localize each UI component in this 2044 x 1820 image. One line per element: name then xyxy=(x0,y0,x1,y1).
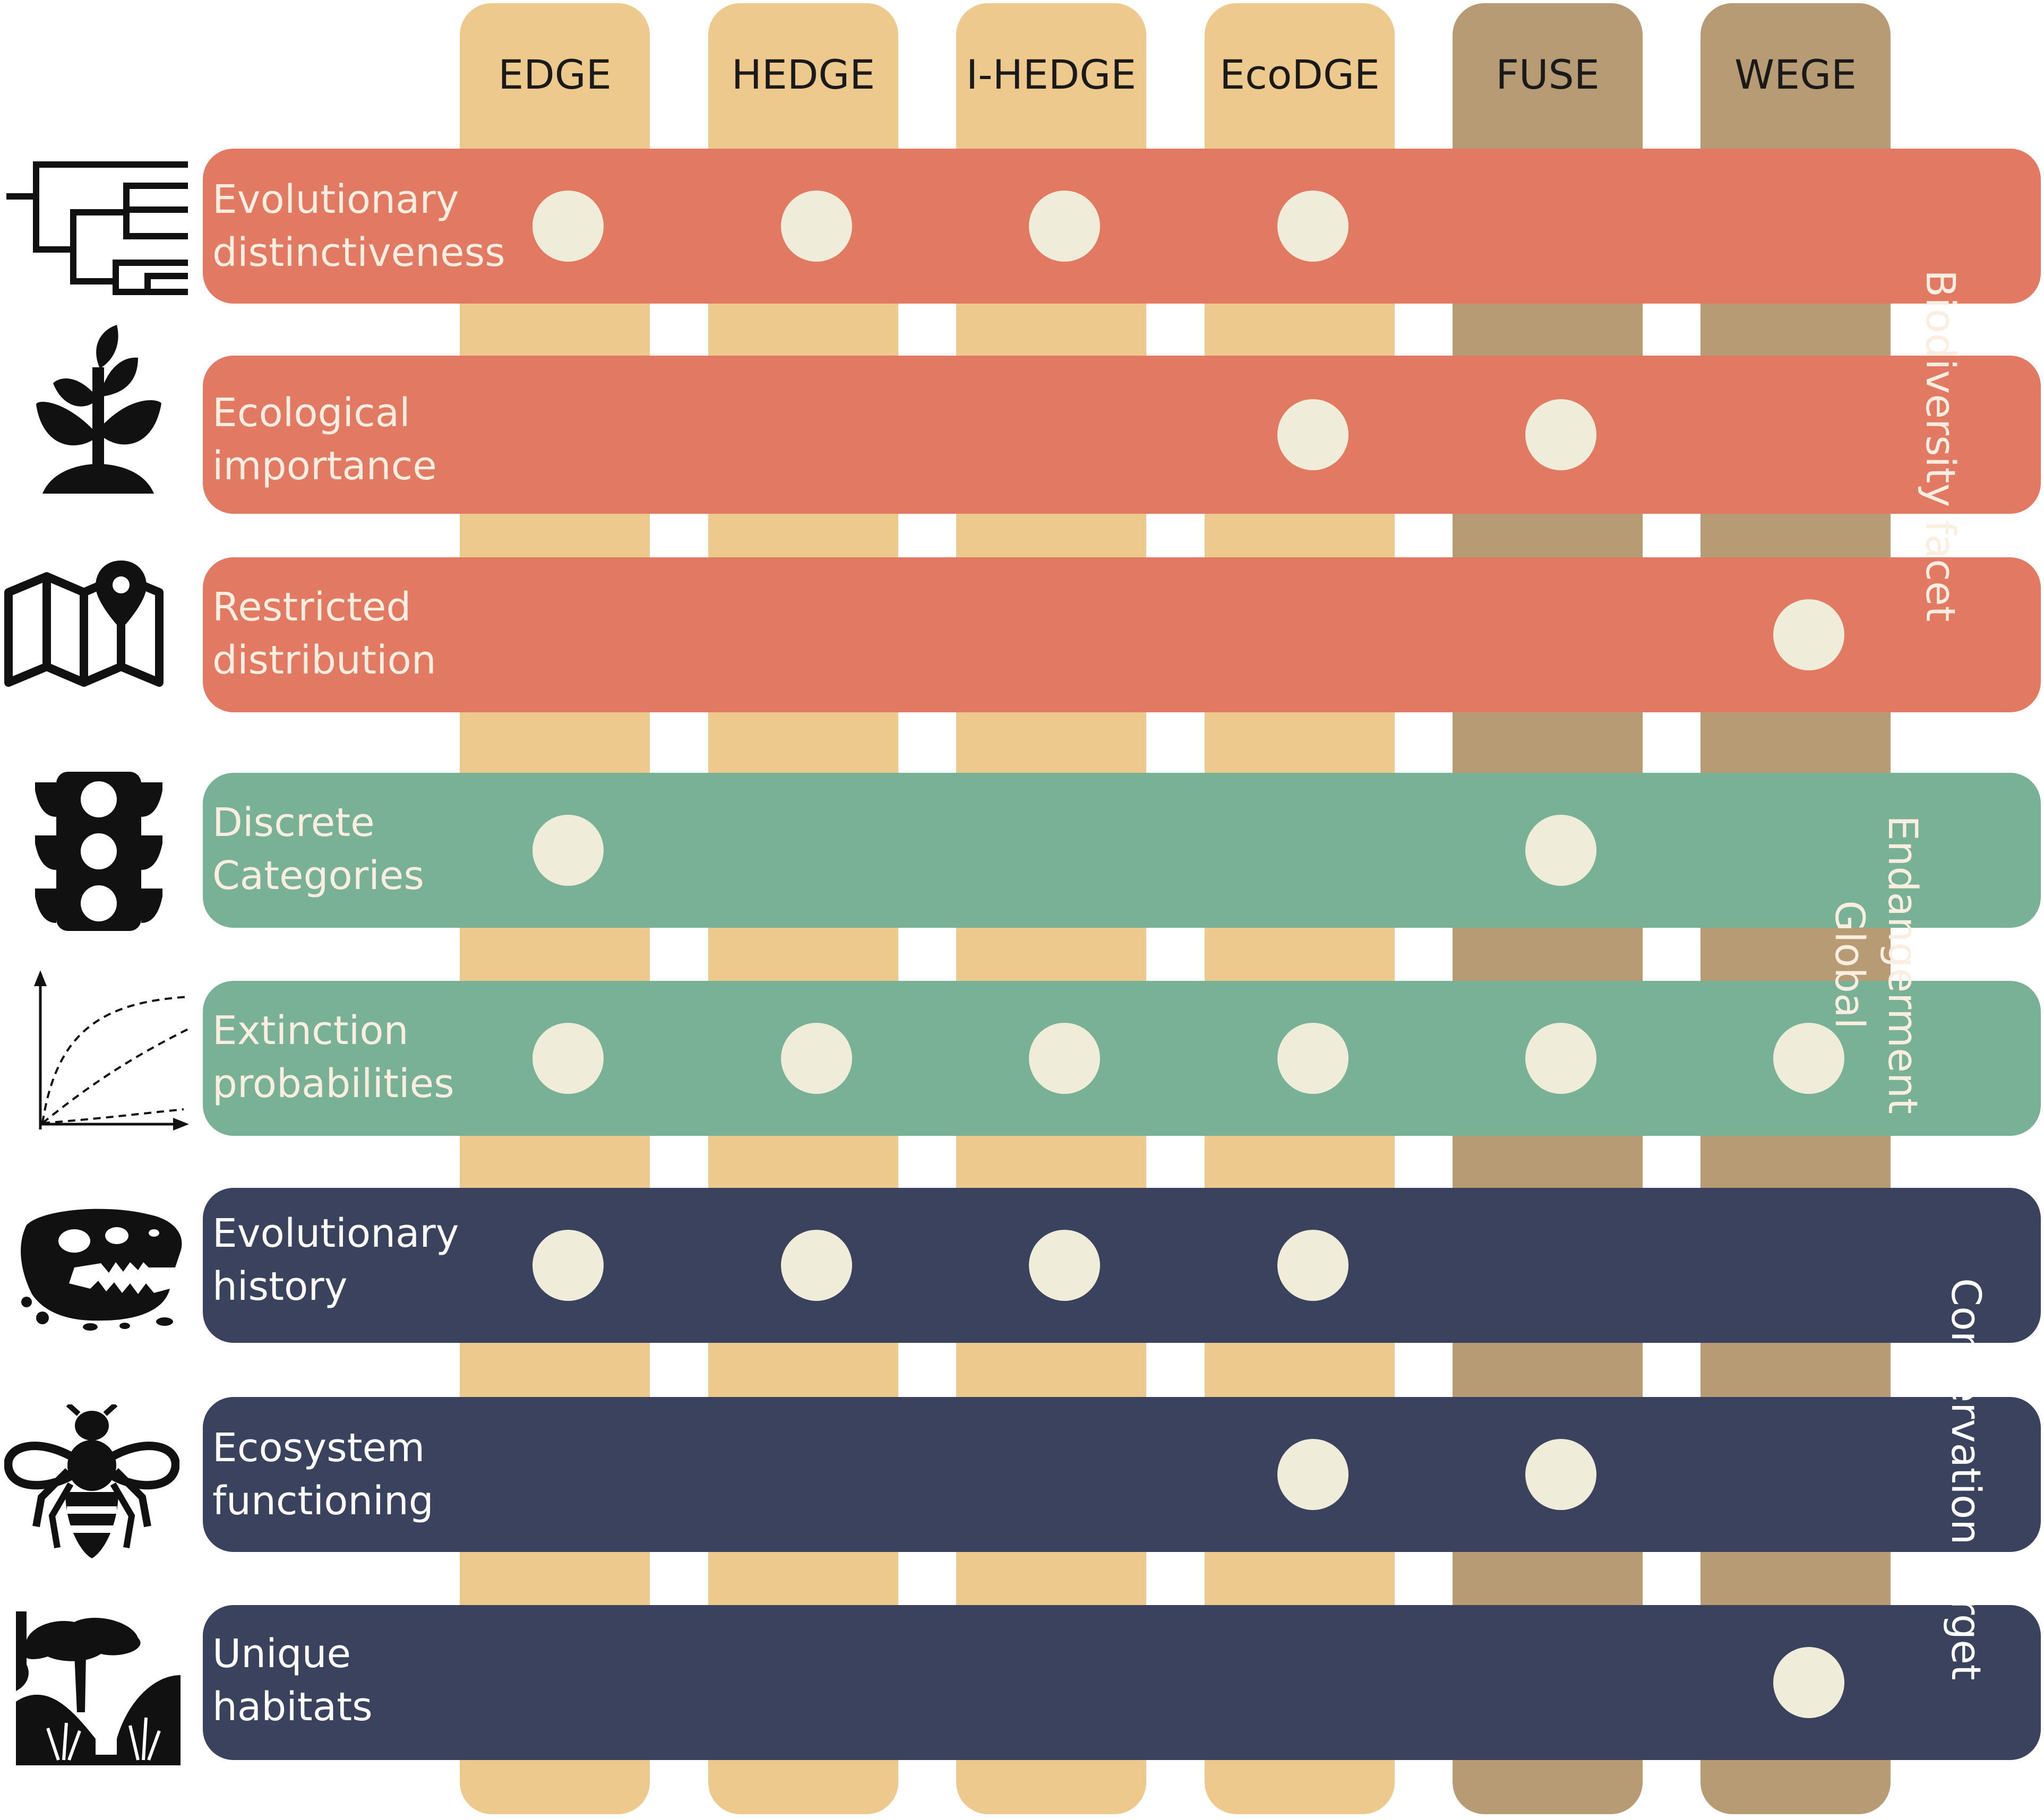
dot-ecological-ecodge xyxy=(1277,399,1349,470)
band-restricted-distribution xyxy=(203,557,2041,712)
row-label-line: Ecosystem xyxy=(212,1425,425,1471)
dot-evolutionary-ecodge xyxy=(1277,1230,1349,1301)
row-label-line: history xyxy=(212,1264,348,1309)
dot-extinction-hedge xyxy=(781,1023,852,1094)
column-label-edge: EDGE xyxy=(498,51,612,98)
group-label-conservation-target: Conservation target xyxy=(1943,1278,1990,1680)
row-label-line: probabilities xyxy=(212,1061,454,1107)
row-label-line: Categories xyxy=(212,853,424,899)
row-label-line: habitats xyxy=(212,1684,373,1730)
traffic-light-icon xyxy=(35,772,162,931)
dot-ecological-fuse xyxy=(1525,399,1596,470)
band-evolutionary-distinctiveness xyxy=(203,149,2041,304)
band-ecosystem-functioning xyxy=(203,1397,2041,1552)
row-label-line: Restricted xyxy=(212,584,411,630)
row-label-line: Evolutionary xyxy=(212,177,459,222)
row-label-line: Unique xyxy=(212,1631,351,1677)
dot-evolutionary-edge xyxy=(533,191,604,262)
dot-extinction-wege xyxy=(1773,1023,1844,1094)
dot-evolutionary-hedge xyxy=(781,1230,852,1301)
dot-discrete-fuse xyxy=(1525,815,1596,886)
bee-icon xyxy=(4,1404,179,1558)
dot-ecosystem-ecodge xyxy=(1277,1439,1349,1510)
dot-discrete-edge xyxy=(533,815,604,886)
dot-evolutionary-edge xyxy=(533,1230,604,1301)
map-pin-icon xyxy=(4,560,164,687)
band-unique-habitats xyxy=(203,1605,2041,1760)
row-label-line: distinctiveness xyxy=(212,230,505,275)
row-label-line: Discrete xyxy=(212,800,375,846)
group-label-biodiversity-facet: Biodiversity facet xyxy=(1917,270,1964,622)
band-discrete-categories xyxy=(203,773,2041,928)
plant-sprout-icon xyxy=(36,325,161,494)
row-label-line: importance xyxy=(212,443,437,489)
group-label-line: Endangerment xyxy=(1879,815,1927,1114)
row-label-ecological-importance: Ecological importance xyxy=(212,386,437,493)
row-label-evolutionary-distinctiveness: Evolutionary distinctiveness xyxy=(212,173,505,279)
row-label-line: distribution xyxy=(212,637,436,683)
column-label-hedge: HEDGE xyxy=(731,51,875,98)
dot-extinction-i-hedge xyxy=(1029,1023,1100,1094)
row-label-extinction-probabilities: Extinction probabilities xyxy=(212,1004,454,1110)
band-evolutionary-history xyxy=(203,1188,2041,1343)
dot-ecosystem-fuse xyxy=(1525,1439,1596,1510)
group-label-global-endangerment: Endangerment Global xyxy=(1823,815,1929,1114)
row-label-line: Evolutionary xyxy=(212,1211,459,1256)
row-label-line: Extinction xyxy=(212,1008,409,1054)
dot-evolutionary-ecodge xyxy=(1277,191,1349,262)
dot-restricted-wege xyxy=(1773,599,1844,670)
column-label-fuse: FUSE xyxy=(1496,51,1600,98)
dot-unique-wege xyxy=(1773,1647,1844,1718)
group-label-line: Global xyxy=(1826,900,1874,1029)
row-label-restricted-distribution: Restricted distribution xyxy=(212,581,436,687)
row-label-unique-habitats: Unique habitats xyxy=(212,1627,373,1733)
column-label-wege: WEGE xyxy=(1734,51,1857,98)
row-label-line: Ecological xyxy=(212,390,410,436)
dot-extinction-edge xyxy=(533,1023,604,1094)
dot-evolutionary-hedge xyxy=(781,191,852,262)
band-ecological-importance xyxy=(203,356,2041,514)
dinosaur-skull-icon xyxy=(21,1209,182,1331)
dot-extinction-ecodge xyxy=(1277,1023,1349,1094)
row-label-ecosystem-functioning: Ecosystem functioning xyxy=(212,1421,434,1528)
dot-evolutionary-i-hedge xyxy=(1029,1230,1100,1301)
band-extinction-probabilities xyxy=(203,981,2041,1136)
dot-evolutionary-i-hedge xyxy=(1029,191,1100,262)
dot-extinction-fuse xyxy=(1525,1023,1596,1094)
row-label-discrete-categories: Discrete Categories xyxy=(212,796,424,902)
probability-curves-icon xyxy=(34,970,189,1131)
row-label-line: functioning xyxy=(212,1478,434,1524)
savanna-habitat-icon xyxy=(16,1611,181,1765)
column-label-ecodge: EcoDGE xyxy=(1219,51,1380,98)
column-label-i-hedge: I-HEDGE xyxy=(966,51,1137,98)
row-label-evolutionary-history: Evolutionary history xyxy=(212,1207,459,1313)
phylogenetic-tree-icon xyxy=(6,161,188,295)
